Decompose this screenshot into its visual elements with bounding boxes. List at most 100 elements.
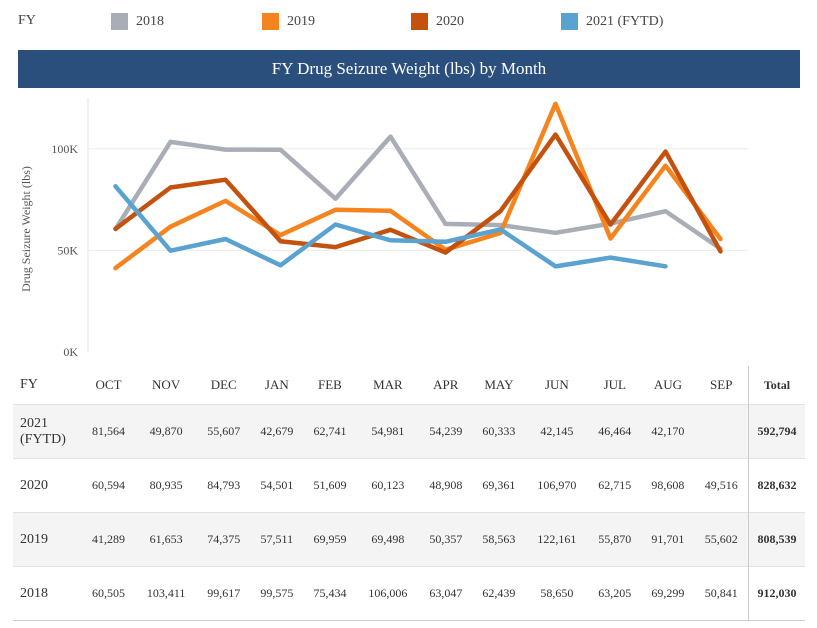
table-cell-value: 55,870 xyxy=(588,512,642,567)
table-cell-value: 42,145 xyxy=(525,404,589,459)
table-cell-value: 122,161 xyxy=(525,512,589,567)
table-header-month: JAN xyxy=(264,377,289,392)
table-header-month: MAR xyxy=(373,377,403,392)
table-header-fy: FY xyxy=(20,377,38,392)
table-cell-value: 106,006 xyxy=(356,566,420,621)
table-cell-value: 57,511 xyxy=(250,512,304,567)
table-cell-value: 91,701 xyxy=(641,512,695,567)
table-row: 2020 60,594 80,935 84,793 54,501 51,609 60,123… xyxy=(13,458,805,513)
legend-item-2020[interactable]: 2020 xyxy=(411,13,464,30)
legend-item-2019[interactable]: 2019 xyxy=(262,13,315,30)
table-cell-value: 63,205 xyxy=(588,566,642,621)
data-table: FY OCT NOV DEC JAN FEB MAR APR MAY JUN JUL AUG SEP T… xyxy=(13,366,805,621)
legend-title: FY xyxy=(18,13,36,28)
table-cell-value: 49,516 xyxy=(694,458,749,513)
table-cell-total: 592,794 xyxy=(748,404,805,459)
legend-label: 2021 (FYTD) xyxy=(586,13,664,29)
table-cell-total: 828,632 xyxy=(748,458,805,513)
table-cell-value: 46,464 xyxy=(588,404,642,459)
legend-item-2018[interactable]: 2018 xyxy=(111,13,164,30)
table-cell-value: 54,239 xyxy=(419,404,473,459)
table-cell-fy: 2020 xyxy=(13,458,82,513)
table-cell-value: 75,434 xyxy=(303,566,357,621)
table-cell-value xyxy=(694,404,749,459)
table-cell-total: 808,539 xyxy=(748,512,805,567)
table-cell-value: 42,679 xyxy=(250,404,304,459)
table-row: 2019 41,289 61,653 74,375 57,511 69,959 69,498… xyxy=(13,512,805,567)
table-header-total: Total xyxy=(748,366,805,405)
series-line-2020[interactable] xyxy=(113,132,723,255)
table-cell-value: 50,841 xyxy=(694,566,749,621)
table-cell-value: 106,970 xyxy=(525,458,589,513)
y-tick-label: 0K xyxy=(63,345,78,359)
table-cell-value: 62,741 xyxy=(303,404,357,459)
table-header-month: SEP xyxy=(710,377,733,392)
table-header-month: OCT xyxy=(95,377,122,392)
table-cell-value: 61,653 xyxy=(135,512,198,567)
table-header-month: FEB xyxy=(318,377,342,392)
chart-title: FY Drug Seizure Weight (lbs) by Month xyxy=(18,50,800,88)
legend-label: 2018 xyxy=(136,13,164,29)
y-tick-label: 100K xyxy=(51,142,78,156)
table-cell-value: 60,594 xyxy=(82,458,136,513)
legend-swatch xyxy=(561,13,578,30)
table-cell-value: 50,357 xyxy=(419,512,473,567)
series-line-2019[interactable] xyxy=(113,101,723,271)
table-cell-value: 55,602 xyxy=(694,512,749,567)
table-cell-value: 80,935 xyxy=(135,458,198,513)
table-cell-value: 99,575 xyxy=(250,566,304,621)
table-cell-value: 60,123 xyxy=(356,458,420,513)
table-cell-value: 98,608 xyxy=(641,458,695,513)
legend-label: 2019 xyxy=(287,13,315,29)
y-tick-label: 50K xyxy=(57,243,78,257)
table-cell-value: 41,289 xyxy=(82,512,136,567)
table-cell-value: 60,505 xyxy=(82,566,136,621)
legend-swatch xyxy=(111,13,128,30)
table-header-month: AUG xyxy=(653,377,682,392)
legend-swatch xyxy=(262,13,279,30)
table-cell-value: 69,959 xyxy=(303,512,357,567)
table-cell-value: 62,715 xyxy=(588,458,642,513)
table-cell-fy: 2019 xyxy=(13,512,82,567)
table-cell-value: 84,793 xyxy=(197,458,251,513)
legend-label: 2020 xyxy=(436,13,464,29)
table-header-month: JUN xyxy=(544,377,569,392)
table-header-month: DEC xyxy=(210,377,237,392)
table-header-month: NOV xyxy=(152,377,181,392)
table-cell-value: 55,607 xyxy=(197,404,251,459)
table-header-month: MAY xyxy=(484,377,514,392)
table-cell-value: 49,870 xyxy=(135,404,198,459)
line-chart: 0K 50K 100K Drug Seizure Weight (lbs) xyxy=(19,98,748,359)
table-header-row: FY OCT NOV DEC JAN FEB MAR APR MAY JUN JUL AUG SEP T… xyxy=(13,366,805,405)
table-cell-value: 51,609 xyxy=(303,458,357,513)
table-cell-value: 81,564 xyxy=(82,404,136,459)
table-cell-value: 69,498 xyxy=(356,512,420,567)
table-cell-value: 69,361 xyxy=(472,458,526,513)
legend-item-2021-fytd[interactable]: 2021 (FYTD) xyxy=(561,13,663,30)
table-cell-value: 103,411 xyxy=(135,566,198,621)
y-axis-label: Drug Seizure Weight (lbs) xyxy=(19,166,33,292)
table-cell-value: 42,170 xyxy=(641,404,695,459)
table-cell-value: 63,047 xyxy=(419,566,473,621)
table-cell-value: 69,299 xyxy=(641,566,695,621)
table-cell-total: 912,030 xyxy=(748,566,805,621)
legend-swatch xyxy=(411,13,428,30)
table-cell-value: 48,908 xyxy=(419,458,473,513)
table-cell-value: 54,981 xyxy=(356,404,420,459)
legend: FY 2018 2019 2020 2021 (FYTD) xyxy=(0,0,817,44)
table-row: 2018 60,505 103,411 99,617 99,575 75,434 106,0… xyxy=(13,566,805,621)
table-cell-value: 58,563 xyxy=(472,512,526,567)
table-header-month: JUL xyxy=(603,377,626,392)
table-cell-fy: 2021 (FYTD) xyxy=(13,404,82,459)
table-cell-fy: 2018 xyxy=(13,566,82,621)
series-line-2018[interactable] xyxy=(113,134,723,251)
table-cell-value: 62,439 xyxy=(472,566,526,621)
table-cell-value: 60,333 xyxy=(472,404,526,459)
table-cell-value: 99,617 xyxy=(197,566,251,621)
table-row: 2021 (FYTD) 81,564 49,870 55,607 42,679 62,74… xyxy=(13,404,805,459)
table-cell-value: 74,375 xyxy=(197,512,251,567)
series-line-2021-fytd-[interactable] xyxy=(113,184,668,269)
table-cell-value: 54,501 xyxy=(250,458,304,513)
table-header-month: APR xyxy=(433,377,459,392)
table-cell-value: 58,650 xyxy=(525,566,589,621)
